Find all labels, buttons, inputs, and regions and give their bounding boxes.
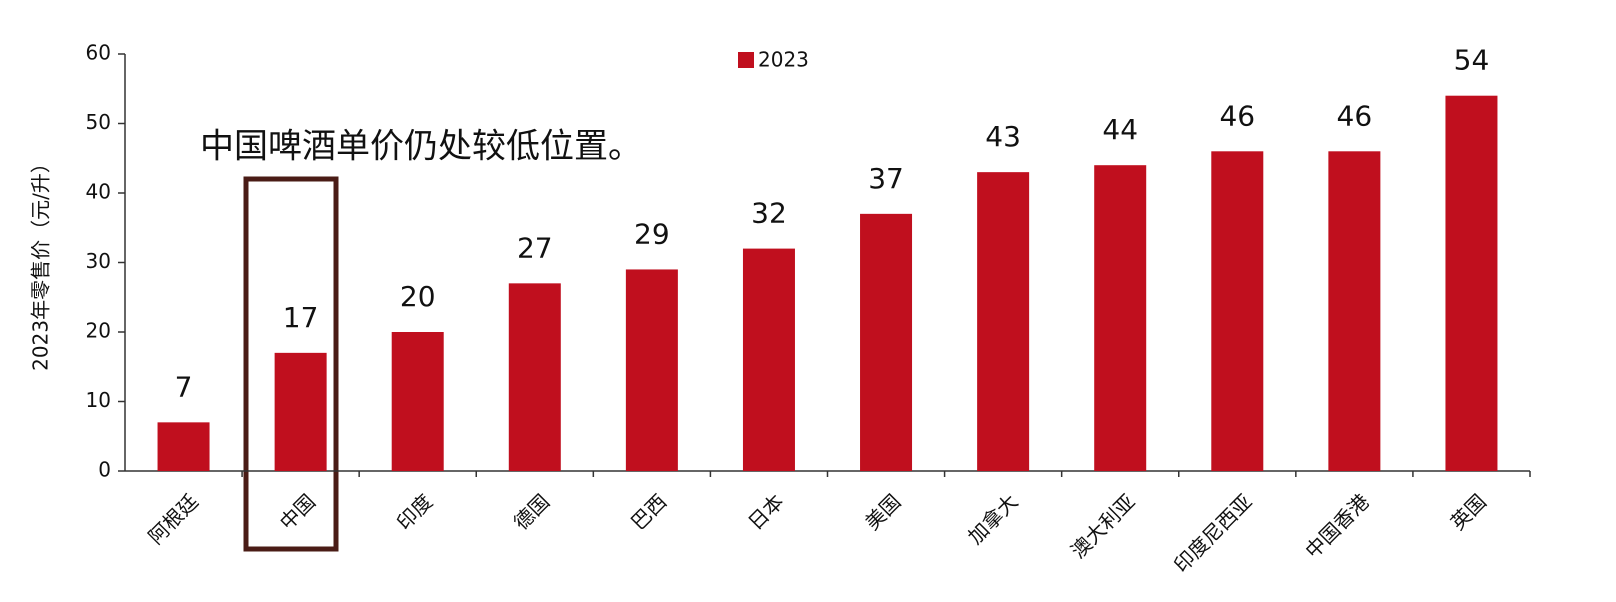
value-label: 46: [1337, 99, 1373, 132]
bar: [274, 352, 327, 471]
x-tick-label: 日本: [743, 489, 788, 534]
legend-label: 2023: [758, 48, 809, 72]
value-label: 46: [1219, 99, 1255, 132]
bar: [625, 269, 678, 471]
bar: [1445, 95, 1498, 471]
bar: [1094, 165, 1147, 471]
value-label: 27: [517, 231, 553, 264]
value-label: 17: [283, 301, 319, 334]
y-axis-label: 2023年零售价（元/升）: [29, 153, 53, 371]
highlight-box: [243, 176, 339, 552]
value-label: 29: [634, 217, 670, 250]
x-tick-label: 巴西: [626, 489, 671, 534]
x-tick-label: 中国香港: [1300, 489, 1374, 563]
y-tick-label: 30: [86, 249, 111, 273]
y-tick-label: 40: [86, 180, 111, 204]
y-tick-label: 0: [98, 458, 111, 482]
x-tick-label: 阿根廷: [144, 489, 203, 548]
bar: [860, 213, 913, 471]
bar: [977, 172, 1030, 471]
bar: [391, 332, 444, 471]
value-label: 20: [400, 280, 436, 313]
value-label: 32: [751, 197, 787, 230]
y-tick-label: 20: [86, 319, 111, 343]
x-tick-label: 美国: [860, 489, 905, 534]
y-tick-label: 50: [86, 110, 111, 134]
x-tick-label: 加拿大: [963, 489, 1022, 548]
value-label: 43: [985, 120, 1021, 153]
x-tick-label: 德国: [509, 489, 554, 534]
bar: [1211, 151, 1264, 472]
x-tick-label: 印度: [392, 489, 437, 534]
bar: [742, 248, 795, 471]
x-tick-label: 中国: [275, 489, 320, 534]
x-tick-label: 印度尼西亚: [1169, 489, 1257, 577]
value-label: 54: [1454, 44, 1490, 77]
bar: [1328, 151, 1381, 472]
x-tick-label: 英国: [1446, 489, 1491, 534]
y-tick-label: 60: [86, 41, 111, 65]
annotation: 中国啤酒单价仍处较低位置。: [200, 127, 642, 167]
value-label: 7: [175, 370, 193, 403]
value-label: 37: [868, 162, 904, 195]
legend-swatch: [738, 52, 754, 68]
x-tick-label: 澳大利亚: [1066, 489, 1140, 563]
value-label: 44: [1102, 113, 1138, 146]
bar: [508, 283, 561, 471]
y-tick-label: 10: [86, 388, 111, 412]
bar: [157, 422, 210, 471]
